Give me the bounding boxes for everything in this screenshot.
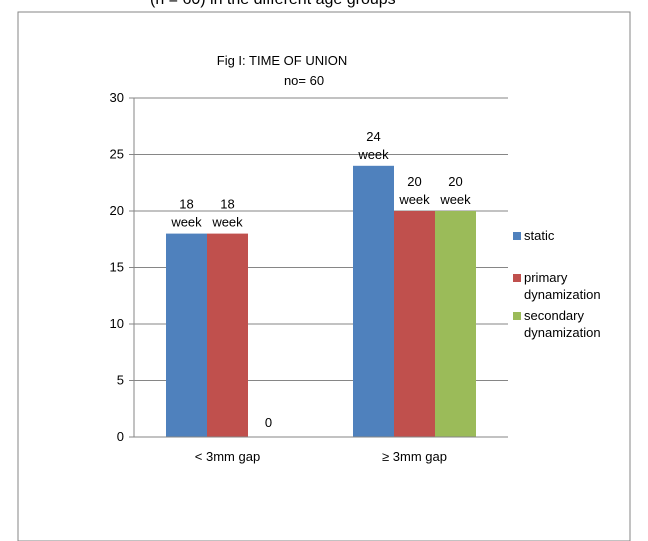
legend: static primary dynamization secondary dynami… (513, 228, 601, 340)
data-label: 18 (179, 197, 193, 212)
data-label: week (398, 192, 430, 207)
chart-frame (17, 11, 631, 541)
x-tick-label: ≥ 3mm gap (382, 449, 447, 464)
y-tick-label: 0 (117, 429, 124, 444)
y-tick-label: 30 (110, 90, 124, 105)
x-tick-label: < 3mm gap (195, 449, 260, 464)
legend-label: dynamization (524, 287, 601, 302)
data-label: week (439, 192, 471, 207)
bar (207, 233, 248, 437)
data-label: week (170, 215, 202, 230)
x-tick-labels: < 3mm gap ≥ 3mm gap (195, 449, 447, 464)
y-tick-label: 20 (110, 203, 124, 218)
y-tick-label: 15 (110, 260, 124, 275)
legend-swatch (513, 274, 521, 282)
axes (129, 97, 508, 438)
legend-label: primary (524, 270, 568, 285)
bar (166, 233, 207, 437)
data-label: week (357, 147, 389, 162)
legend-swatch (513, 232, 521, 240)
data-labels: 18 week 24 week 18 week 20 week 0 20 week (170, 129, 471, 430)
y-tick-labels: 0 5 10 15 20 25 30 (110, 90, 124, 444)
legend-swatch (513, 312, 521, 320)
legend-label: dynamization (524, 325, 601, 340)
y-tick-label: 5 (117, 373, 124, 388)
bar (394, 211, 435, 437)
data-label: 24 (366, 129, 380, 144)
bars (166, 165, 476, 438)
y-tick-label: 25 (110, 147, 124, 162)
data-label: 20 (407, 174, 421, 189)
chart-title: Fig I: TIME OF UNION (217, 53, 348, 68)
data-label: 0 (265, 415, 272, 430)
chart-subtitle: no= 60 (284, 73, 324, 88)
legend-label: static (524, 228, 555, 243)
bar (435, 211, 476, 437)
legend-label: secondary (524, 308, 584, 323)
data-label: week (211, 215, 243, 230)
data-label: 18 (220, 197, 234, 212)
y-tick-label: 10 (110, 316, 124, 331)
top-caption: (n = 60) in the different age groups (0, 0, 648, 14)
data-label: 20 (448, 174, 462, 189)
bar (353, 165, 394, 438)
top-caption-text: (n = 60) in the different age groups (150, 0, 396, 9)
